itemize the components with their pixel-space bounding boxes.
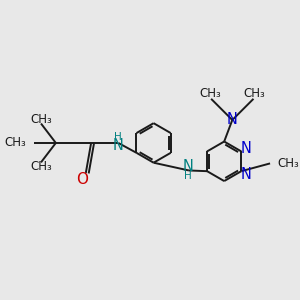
Text: N: N [182,159,193,174]
Text: N: N [241,167,252,182]
Text: CH₃: CH₃ [30,113,52,126]
Text: N: N [227,112,238,128]
Text: N: N [241,141,252,156]
Text: CH₃: CH₃ [277,157,299,170]
Text: H: H [114,132,122,142]
Text: CH₃: CH₃ [243,87,265,100]
Text: CH₃: CH₃ [200,87,221,100]
Text: CH₃: CH₃ [4,136,26,149]
Text: N: N [113,138,124,153]
Text: H: H [184,172,192,182]
Text: O: O [76,172,88,187]
Text: CH₃: CH₃ [30,160,52,173]
